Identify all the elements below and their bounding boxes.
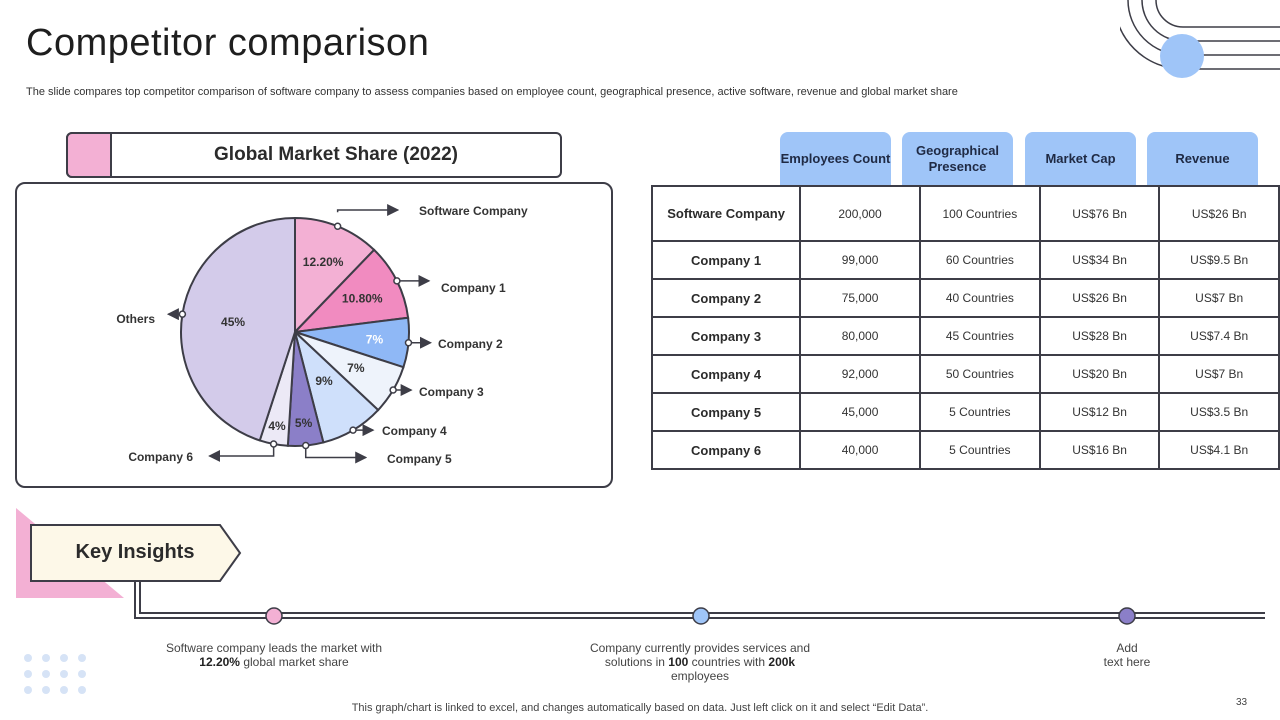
timeline-dot-3 — [1118, 607, 1136, 625]
chart-title-swatch — [66, 132, 112, 178]
leader-dot — [393, 277, 401, 285]
chart-title-box: Global Market Share (2022) — [66, 132, 562, 178]
slice-category-label: Company 2 — [438, 337, 503, 351]
table-cell: 5 Countries — [918, 392, 1041, 432]
slice-value-label: 4% — [268, 419, 286, 433]
table-cell: US$16 Bn — [1038, 430, 1161, 470]
deco-circle — [1160, 34, 1204, 78]
footer-note: This graph/chart is linked to excel, and… — [351, 702, 929, 714]
table-row: Company 4 92,000 50 Countries US$20 Bn US$7 … — [650, 354, 1280, 394]
table-cell: 45,000 — [799, 392, 921, 432]
table-row: Company 3 80,000 45 Countries US$28 Bn US$7.… — [650, 316, 1280, 356]
table-cell: 45 Countries — [918, 316, 1041, 356]
table-cell: US$12 Bn — [1038, 392, 1161, 432]
leader-dot — [269, 440, 278, 448]
leader-dot — [404, 338, 413, 347]
table-cell: US$9.5 Bn — [1158, 240, 1280, 280]
table-row: Company 2 75,000 40 Countries US$26 Bn US$7 … — [650, 278, 1280, 318]
table-cell: US$20 Bn — [1038, 354, 1161, 394]
column-header-market-cap: Market Cap — [1025, 132, 1136, 186]
column-header-revenue: Revenue — [1147, 132, 1258, 186]
table-cell: 99,000 — [799, 240, 921, 280]
slice-category-label: Company 4 — [382, 424, 447, 438]
table-cell: 60 Countries — [918, 240, 1041, 280]
decorative-arcs — [1120, 0, 1280, 78]
slice-category-label: Software Company — [419, 204, 528, 218]
table-row: Software Company 200,000 100 Countries US$7… — [650, 185, 1280, 242]
comparison-table: Software Company 200,000 100 Countries US$7… — [650, 185, 1280, 470]
slice-value-label: 7% — [366, 333, 384, 347]
leader-dot — [349, 426, 357, 434]
leader-dot — [178, 310, 187, 318]
insight-1: Software company leads the market with 1… — [165, 641, 383, 669]
insight-2: Company currently provides services and … — [589, 641, 811, 683]
chart-title: Global Market Share (2022) — [214, 144, 458, 165]
decorative-dots — [24, 654, 86, 694]
table-cell: US$7 Bn — [1158, 278, 1280, 318]
slice-category-label: Company 1 — [441, 281, 506, 295]
leader-dot — [333, 222, 342, 231]
pie-chart[interactable]: 12.20% 10.80% 7%7% 9% 5% 4% 45% Software Compan… — [15, 182, 609, 484]
leader-dot — [301, 441, 310, 450]
slide-title: Competitor comparison — [26, 22, 430, 64]
table-cell: 5 Countries — [918, 430, 1041, 470]
table-cell: US$3.5 Bn — [1158, 392, 1280, 432]
table-cell: 200,000 — [799, 185, 921, 242]
table-cell: US$26 Bn — [1158, 185, 1280, 242]
row-label: Company 6 — [650, 430, 802, 470]
slice-value-label: 45% — [221, 315, 245, 329]
table-cell: US$76 Bn — [1038, 185, 1161, 242]
page-number: 33 — [1236, 697, 1248, 708]
leader-dot — [389, 386, 397, 394]
table-row: Company 1 99,000 60 Countries US$34 Bn US$9.… — [650, 240, 1280, 280]
table-row: Company 5 45,000 5 Countries US$12 Bn US$3.5… — [650, 392, 1280, 432]
slice-category-label: Company 5 — [387, 452, 452, 466]
row-label: Company 3 — [650, 316, 802, 356]
table-cell: US$4.1 Bn — [1158, 430, 1280, 470]
key-insights-tag — [30, 524, 242, 582]
row-label: Company 5 — [650, 392, 802, 432]
timeline-dot-1 — [265, 607, 283, 625]
slice-value-label: 9% — [315, 374, 333, 388]
table-cell: 75,000 — [799, 278, 921, 318]
table-cell: 80,000 — [799, 316, 921, 356]
table-cell: US$7 Bn — [1158, 354, 1280, 394]
column-header-employees: Employees Count — [780, 132, 891, 186]
row-label: Company 1 — [650, 240, 802, 280]
leader-line — [304, 445, 368, 464]
leader-line — [208, 443, 275, 462]
insight-3[interactable]: Add text here — [1103, 641, 1151, 669]
table-cell: US$28 Bn — [1038, 316, 1161, 356]
row-label: Software Company — [650, 185, 802, 242]
table-cell: 40 Countries — [918, 278, 1041, 318]
table-cell: 100 Countries — [918, 185, 1041, 242]
leader-line — [336, 204, 400, 216]
table-row: Company 6 40,000 5 Countries US$16 Bn US$4.1… — [650, 430, 1280, 470]
slice-category-label: Company 3 — [419, 385, 484, 399]
column-header-geography: Geographical Presence — [902, 132, 1013, 186]
timeline-dot-2 — [692, 607, 710, 625]
slice-value-label: 12.20% — [303, 255, 344, 269]
slice-value-label: 10.80% — [342, 291, 383, 305]
slice-value-label: 7% — [347, 361, 365, 375]
table-cell: US$26 Bn — [1038, 278, 1161, 318]
table-cell: 40,000 — [799, 430, 921, 470]
key-insights-title: Key Insights — [75, 540, 195, 563]
slice-value-label: 5% — [295, 416, 313, 430]
slide-subtitle: The slide compares top competitor compar… — [26, 86, 958, 98]
slice-category-label: Others — [116, 312, 155, 326]
row-label: Company 2 — [650, 278, 802, 318]
insights-timeline — [134, 580, 1265, 625]
slice-category-label: Company 6 — [128, 450, 193, 464]
table-cell: 92,000 — [799, 354, 921, 394]
table-cell: US$34 Bn — [1038, 240, 1161, 280]
row-label: Company 4 — [650, 354, 802, 394]
table-cell: US$7.4 Bn — [1158, 316, 1280, 356]
table-cell: 50 Countries — [918, 354, 1041, 394]
